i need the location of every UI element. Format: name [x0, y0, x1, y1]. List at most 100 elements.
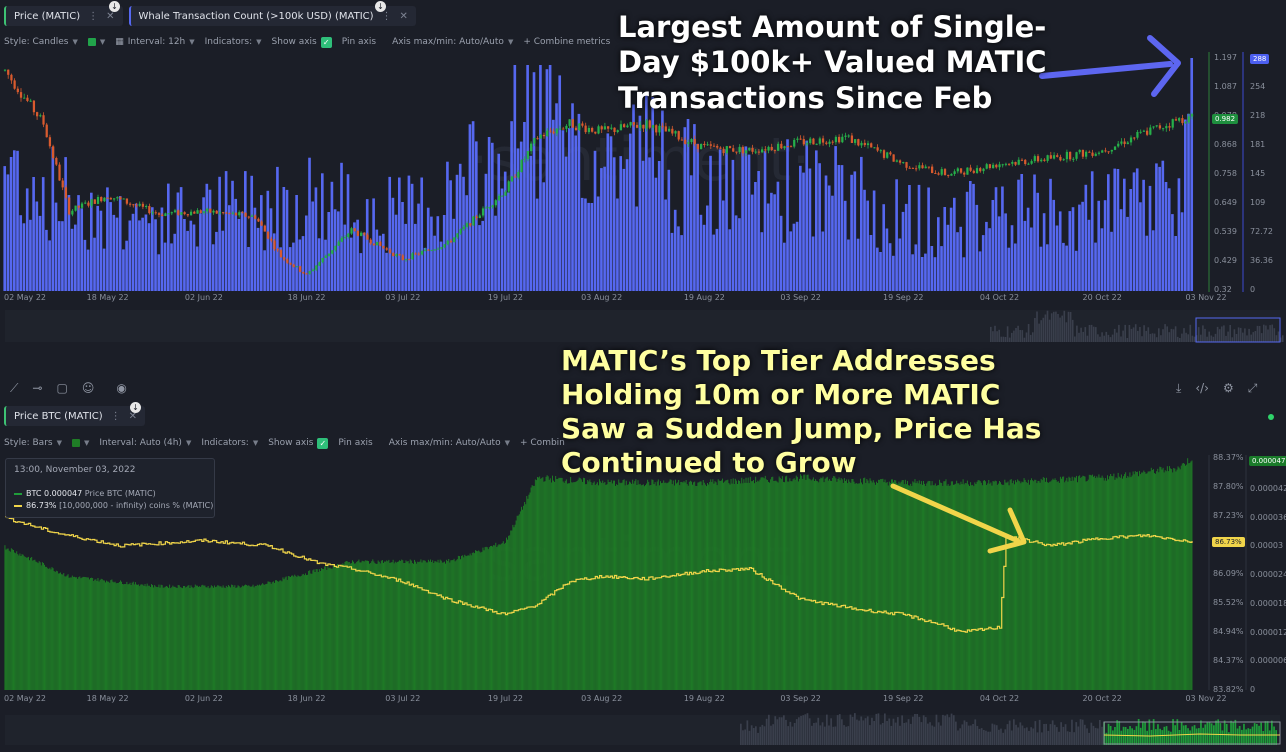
style-select[interactable]: Style: Candles ▼	[4, 37, 78, 47]
btc-price-bar	[678, 480, 680, 690]
price-candle-body	[417, 253, 420, 255]
price-candle-body	[860, 142, 863, 146]
btc-price-bar	[137, 584, 139, 690]
price-candle-body	[542, 134, 546, 137]
navigator-bar	[1105, 331, 1108, 342]
close-icon[interactable]: ✕	[399, 10, 408, 22]
axis-maxmin-select[interactable]: Axis max/min: Auto/Auto ▼	[392, 37, 513, 47]
navigator-bar	[871, 717, 873, 745]
btc-price-bar	[976, 481, 978, 690]
whale-bar	[856, 238, 860, 291]
more-options-icon[interactable]: ⋮	[88, 10, 99, 22]
price-candle-body	[1152, 126, 1155, 128]
btc-price-bar	[620, 483, 622, 690]
combine-metrics-button[interactable]: + Combine metrics	[523, 37, 610, 47]
color-select[interactable]: ▼	[87, 38, 105, 46]
line-tool-icon[interactable]: ⟋	[10, 381, 19, 395]
checkbox-checked-icon[interactable]: ✓	[317, 437, 329, 449]
btc-price-bar	[777, 482, 779, 690]
btc-price-bar	[571, 482, 573, 690]
btc-price-bar	[328, 568, 330, 690]
eye-icon[interactable]: ◉	[116, 381, 127, 395]
navigator-bar	[847, 726, 850, 745]
price-candle-body	[668, 128, 671, 132]
btc-price-bar	[498, 544, 500, 690]
pin-axis-toggle[interactable]: Pin axis	[338, 438, 372, 448]
note-tool-icon[interactable]: ▢	[56, 381, 68, 395]
close-icon[interactable]: ✕	[128, 410, 138, 422]
whale-bar	[1139, 202, 1142, 291]
navigator-bar	[1230, 720, 1232, 745]
show-axis-label: Show axis	[271, 37, 317, 47]
navigator-bar	[800, 715, 802, 745]
holders-axis-label: 84.94%	[1213, 627, 1244, 636]
interval-select[interactable]: Interval: Auto (4h) ▼	[99, 438, 191, 448]
price-candle-body	[202, 211, 206, 213]
price-candle-body	[222, 212, 225, 214]
price-candle-body	[709, 144, 712, 146]
price-whale-chart[interactable]: ·santiment·	[0, 0, 1286, 348]
navigator-bar	[1011, 332, 1013, 342]
btc-price-bar	[581, 481, 583, 690]
btc-price-bar	[1009, 479, 1011, 690]
axis-maxmin-select[interactable]: Axis max/min: Auto/Auto ▼	[389, 438, 510, 448]
btc-badge: 0.000047	[1249, 456, 1286, 466]
download-icon[interactable]: ⤓	[1176, 381, 1182, 395]
settings-icon[interactable]: ⚙	[1222, 381, 1234, 395]
emoji-tool-icon[interactable]: ☺	[81, 381, 95, 395]
btc-price-bar	[1173, 468, 1175, 690]
btc-price-bar	[482, 547, 484, 690]
btc-price-bar	[538, 477, 540, 690]
btc-price-bar	[597, 485, 599, 690]
btc-price-bar	[372, 559, 374, 690]
more-options-icon[interactable]: ⋮	[110, 410, 121, 422]
navigator-bar	[1265, 325, 1267, 342]
btc-price-bar	[1178, 467, 1180, 690]
show-axis-toggle[interactable]: Show axis ✓	[271, 36, 332, 48]
pin-axis-toggle[interactable]: Pin axis	[342, 37, 376, 47]
navigator-bar	[1168, 332, 1171, 342]
download-icon[interactable]: ↓	[109, 1, 120, 12]
tab-price-btc[interactable]: Price BTC (MATIC) ⋮ ✕	[4, 406, 146, 426]
download-icon[interactable]: ↓	[130, 402, 141, 413]
price-candle-body	[186, 214, 189, 216]
whale-bar	[1078, 204, 1081, 291]
color-select[interactable]: ▼	[71, 439, 89, 447]
btc-price-bar	[600, 481, 602, 690]
whale-bar	[1033, 174, 1036, 291]
fullscreen-icon[interactable]: ⤢	[1247, 381, 1258, 395]
price-candle-body	[1030, 161, 1033, 164]
style-select[interactable]: Style: Bars ▼	[4, 438, 62, 448]
combine-metrics-button[interactable]: + Combin	[520, 438, 565, 448]
checkbox-checked-icon[interactable]: ✓	[320, 36, 332, 48]
price-candle-body	[266, 231, 270, 239]
price-candle-body	[1024, 159, 1027, 164]
close-icon[interactable]: ✕	[106, 10, 115, 22]
show-axis-toggle[interactable]: Show axis ✓	[268, 437, 329, 449]
btc-price-bar	[1057, 481, 1059, 690]
btc-price-bar	[1158, 472, 1160, 690]
btc-price-bar	[559, 477, 561, 690]
whale-bar	[584, 198, 587, 291]
tab-price-matic[interactable]: Price (MATIC) ⋮ ✕	[4, 6, 123, 26]
segment-tool-icon[interactable]: ⊸	[32, 381, 43, 395]
download-icon[interactable]: ↓	[375, 1, 386, 12]
price-candle-body	[504, 191, 507, 196]
whale-bar	[314, 187, 318, 291]
more-options-icon[interactable]: ⋮	[381, 10, 392, 22]
whale-bar	[458, 163, 462, 291]
btc-price-bar	[556, 479, 558, 690]
indicators-select[interactable]: Indicators: ▼	[205, 37, 262, 47]
navigator-bar	[927, 723, 929, 745]
btc-price-bar	[21, 554, 23, 690]
tab-whale-count[interactable]: Whale Transaction Count (>100k USD) (MAT…	[128, 6, 416, 26]
interval-select[interactable]: ▦ Interval: 12h ▼	[115, 37, 194, 47]
price-candle-body	[745, 150, 748, 154]
btc-price-bar	[408, 563, 410, 690]
embed-code-icon[interactable]: ‹/›	[1195, 381, 1209, 395]
btc-price-bar	[298, 576, 300, 690]
whale-bar	[285, 189, 289, 291]
price-candle-body	[241, 212, 244, 214]
indicators-select[interactable]: Indicators: ▼	[201, 438, 258, 448]
